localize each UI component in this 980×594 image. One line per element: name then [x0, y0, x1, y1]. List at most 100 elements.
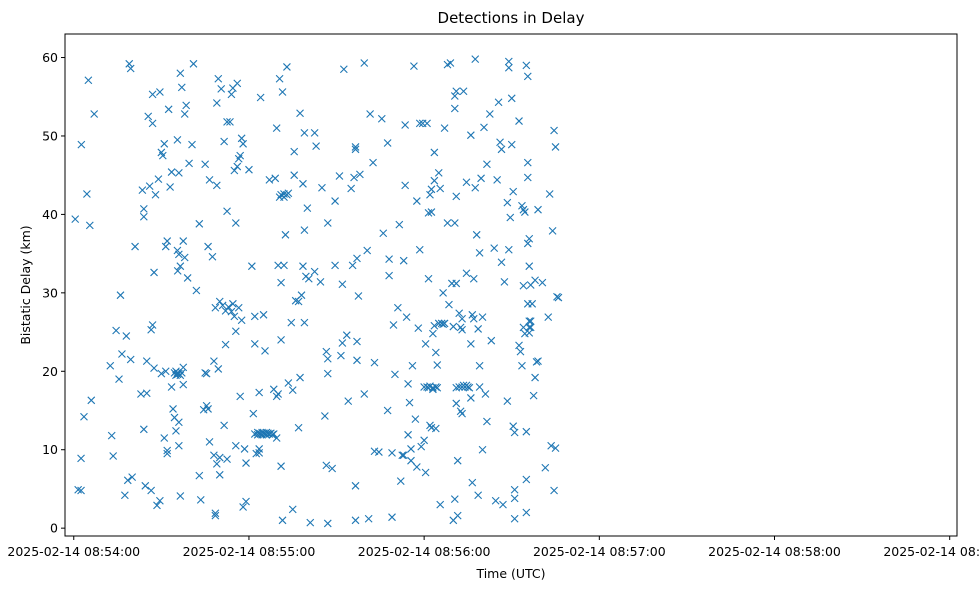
data-point [223, 117, 231, 126]
data-point [224, 303, 233, 311]
data-point [366, 110, 375, 118]
data-point [475, 361, 484, 370]
data-point [504, 245, 513, 254]
data-point [148, 321, 157, 329]
data-point [412, 197, 421, 205]
data-point [331, 197, 339, 205]
data-point [231, 327, 240, 336]
data-point [169, 405, 177, 413]
chart-title: Detections in Delay [438, 9, 585, 27]
data-point [249, 409, 258, 418]
data-point [281, 230, 290, 239]
data-point [214, 365, 223, 373]
data-point [156, 496, 164, 505]
data-point [453, 511, 462, 520]
data-point [255, 448, 264, 457]
data-point [174, 250, 183, 259]
data-point [278, 516, 287, 525]
data-point [475, 383, 484, 391]
data-point [525, 323, 534, 332]
data-point [506, 213, 515, 222]
data-point [456, 407, 465, 416]
data-point [415, 245, 424, 254]
data-point [522, 508, 531, 517]
data-point [228, 299, 237, 308]
data-point [310, 267, 319, 276]
data-point [109, 452, 118, 460]
data-point [364, 514, 373, 523]
data-point [509, 422, 518, 431]
data-point [300, 128, 309, 137]
data-point [215, 297, 224, 306]
data-point [227, 307, 236, 316]
data-point [399, 256, 408, 265]
data-point [179, 237, 188, 245]
data-point [523, 72, 532, 81]
data-point [221, 340, 230, 349]
data-point [180, 253, 189, 262]
data-point [529, 391, 538, 400]
data-point [179, 380, 188, 389]
data-point [466, 131, 475, 140]
data-point [388, 448, 396, 457]
data-point [417, 442, 426, 451]
data-point [176, 492, 185, 500]
data-point [424, 274, 433, 283]
data-point [179, 363, 188, 372]
data-point [531, 276, 539, 285]
data-point [256, 93, 265, 102]
data-point [77, 140, 86, 149]
data-point [436, 500, 445, 509]
data-point [84, 76, 93, 85]
data-point [523, 158, 532, 167]
data-point [212, 181, 221, 190]
data-point [277, 336, 285, 344]
x-tick-label: 2025-02-14 08:58:00 [708, 544, 841, 559]
data-point [338, 339, 347, 347]
data-point [353, 356, 361, 365]
data-point [272, 392, 281, 401]
data-point [239, 503, 247, 511]
data-point [217, 85, 226, 93]
data-point [526, 323, 535, 332]
data-point [522, 427, 531, 436]
data-point [499, 500, 507, 509]
data-point [410, 62, 418, 71]
data-point [474, 325, 483, 333]
data-point [77, 486, 85, 495]
data-point [407, 445, 415, 453]
data-point [370, 358, 379, 367]
data-point [440, 319, 449, 328]
x-tick-label: 2025-02-14 08:55:00 [183, 544, 316, 559]
data-point [205, 437, 214, 446]
data-point [469, 274, 478, 283]
data-point [204, 405, 212, 413]
data-point [354, 292, 363, 300]
data-point [551, 143, 560, 151]
data-point [236, 151, 245, 160]
data-point [312, 142, 320, 151]
data-point [516, 347, 525, 356]
data-point [466, 339, 475, 348]
data-point [477, 174, 485, 183]
data-point [405, 398, 414, 407]
data-point [153, 501, 161, 510]
data-point [242, 497, 250, 506]
data-point [172, 427, 180, 435]
data-point [259, 310, 268, 319]
data-point [252, 449, 261, 458]
data-point [528, 299, 537, 308]
data-point [294, 297, 303, 306]
data-point [462, 269, 471, 278]
data-point [525, 262, 534, 271]
y-tick-label: 40 [42, 207, 58, 222]
scatter-points [71, 55, 563, 528]
x-axis: 2025-02-14 08:54:00 2025-02-14 08:55:00 20… [7, 536, 980, 559]
data-point [369, 158, 377, 167]
data-point [459, 87, 468, 96]
y-tick-label: 10 [42, 442, 58, 457]
data-point [507, 94, 516, 103]
data-point [439, 288, 448, 297]
data-point [450, 219, 459, 227]
data-point [323, 219, 332, 227]
